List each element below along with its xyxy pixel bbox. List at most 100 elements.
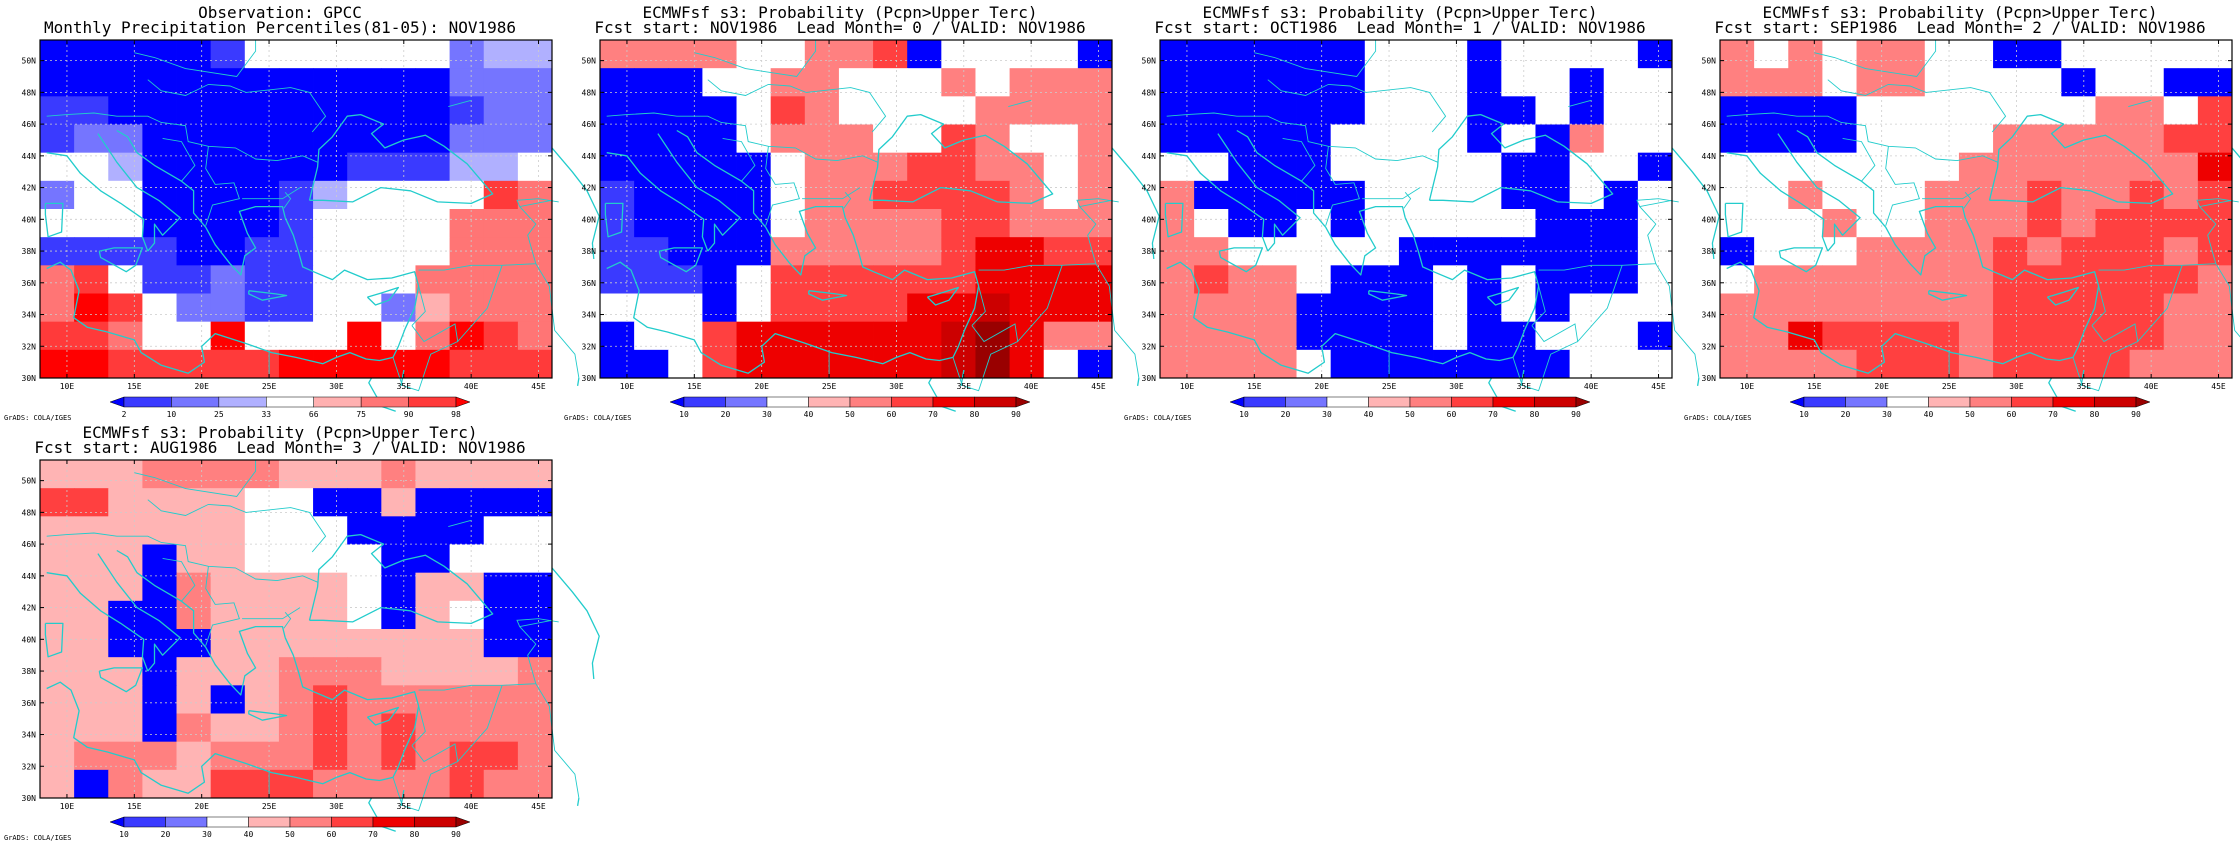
data-cell (210, 544, 246, 574)
data-cell (142, 237, 177, 266)
data-cell (1467, 209, 1502, 238)
data-cell (1890, 209, 1926, 238)
colorbar-label: 60 (1447, 410, 1457, 419)
panel-forecast-lead3: ECMWFsf s3: Probability (Pcpn>Upper Terc… (0, 420, 600, 842)
data-cell (838, 349, 874, 379)
data-cell (2129, 265, 2165, 294)
colorbar-label: 33 (261, 410, 271, 419)
panel-title-line1: ECMWFsf s3: Probability (Pcpn>Upper Terc… (642, 3, 1038, 22)
colorbar-segment (808, 396, 851, 408)
data-cell (1194, 124, 1229, 154)
data-cell (736, 124, 772, 154)
lat-tick-label: 34N (22, 311, 37, 320)
colorbar-segment (414, 816, 457, 828)
data-cell (1569, 265, 1605, 294)
colorbar-segment (1243, 396, 1286, 408)
data-cell (244, 124, 280, 154)
data-cell (517, 713, 553, 743)
data-cell (1009, 265, 1045, 294)
colorbar-segment (2011, 396, 2054, 408)
lat-tick-label: 46N (1142, 120, 1157, 129)
country-borders (46, 460, 580, 812)
data-cell (1993, 349, 2028, 379)
data-cell (1364, 124, 1400, 154)
data-cell (40, 572, 75, 602)
colorbar-label: 90 (404, 410, 414, 419)
data-cell (244, 460, 280, 489)
data-cell (381, 629, 416, 658)
data-cell (1924, 152, 1960, 182)
panel-title-line2: Fcst start: NOV1986 Lead Month= 0 / VALI… (594, 18, 1086, 37)
lat-tick-label: 42N (22, 604, 37, 613)
data-cell (415, 237, 450, 266)
data-cell (347, 349, 382, 379)
data-cell (1433, 237, 1468, 266)
lat-tick-label: 36N (582, 279, 597, 288)
lat-tick-label: 40N (582, 215, 597, 224)
data-cell (415, 321, 450, 351)
data-cell (381, 685, 416, 714)
data-cell (244, 209, 280, 238)
data-cell (517, 600, 553, 630)
data-cell (176, 713, 212, 743)
data-cell (313, 180, 348, 210)
data-cell (381, 265, 416, 294)
data-cell (483, 96, 519, 125)
data-cell (702, 124, 737, 154)
data-cell (347, 209, 382, 238)
data-cell (313, 237, 348, 266)
data-cell (2061, 180, 2096, 210)
data-cell (40, 293, 75, 323)
data-cell (176, 124, 212, 154)
data-cell (483, 516, 519, 545)
colorbar-label: 75 (356, 410, 366, 419)
data-cell (1043, 40, 1079, 69)
data-cell (40, 237, 75, 266)
data-cell (2163, 124, 2199, 154)
country-borders (606, 40, 1140, 392)
panel-forecast-lead1: ECMWFsf s3: Probability (Pcpn>Upper Terc… (1120, 0, 1720, 422)
data-cell (2197, 321, 2233, 351)
colorbar-segment (1534, 396, 1577, 408)
data-cell (108, 600, 143, 630)
lat-tick-label: 34N (582, 311, 597, 320)
data-cell (1754, 124, 1789, 154)
data-cell (347, 769, 382, 799)
data-cell (736, 349, 772, 379)
data-cell (415, 460, 450, 489)
data-cell (2129, 209, 2165, 238)
grads-credit: GrADS: COLA/IGES (1684, 414, 1752, 422)
colorbar-svg: 10 20 30 40 50 60 70 80 90 (109, 816, 471, 839)
data-cell (313, 769, 348, 799)
data-cell (244, 685, 280, 714)
data-cell (1569, 180, 1605, 210)
data-cell (1890, 40, 1926, 69)
country-borders (1726, 40, 2240, 392)
data-cell (1603, 96, 1639, 125)
colorbar-segment (206, 816, 249, 828)
colorbar-label: 50 (1405, 410, 1415, 419)
data-cell (634, 321, 669, 351)
data-cell (1856, 349, 1892, 379)
data-cell (1194, 40, 1229, 69)
data-cell (770, 265, 806, 294)
data-cell (1822, 209, 1857, 238)
data-cell (2095, 349, 2130, 379)
data-cell (210, 741, 246, 771)
data-cell (1228, 40, 1263, 69)
data-cell (142, 96, 177, 125)
data-cell (1993, 321, 2028, 351)
lat-tick-label: 48N (1142, 88, 1157, 97)
colorbar-label: 10 (679, 410, 689, 419)
data-cell (1330, 265, 1366, 294)
data-cell (2061, 96, 2096, 125)
data-cell (2129, 293, 2165, 323)
colorbar-segment (1845, 396, 1888, 408)
data-cell (1822, 152, 1857, 182)
data-cell (210, 349, 246, 379)
data-cell (483, 629, 519, 658)
data-cell (907, 152, 942, 182)
data-cell (1262, 40, 1297, 69)
data-cell (1160, 349, 1195, 379)
lon-tick-label: 45E (1091, 382, 1106, 391)
